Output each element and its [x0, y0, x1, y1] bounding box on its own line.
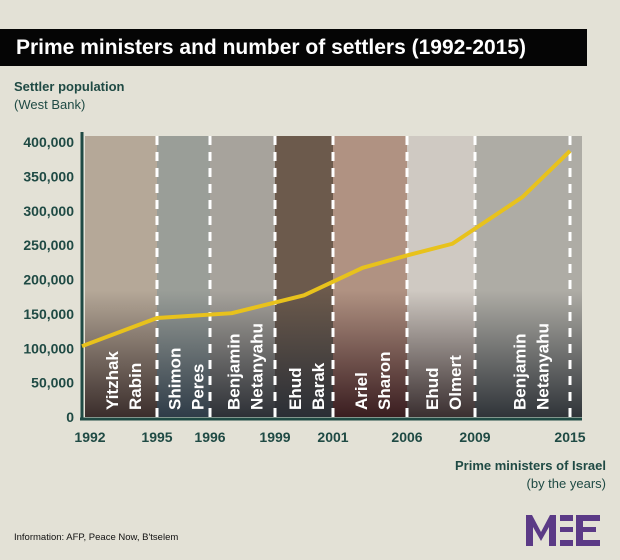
pm-last-name: Netanyahu: [534, 323, 553, 410]
x-tick-label: 2015: [554, 429, 585, 445]
y-axis-label: Settler population: [14, 79, 125, 94]
x-tick-label: 1995: [141, 429, 172, 445]
y-axis-sublabel: (West Bank): [14, 97, 86, 112]
y-tick-label: 150,000: [23, 306, 74, 322]
pm-photo-panel: [157, 136, 210, 417]
pm-first-name: Benjamin: [225, 333, 244, 410]
mee-logo: [526, 515, 600, 546]
y-tick-label: 400,000: [23, 134, 74, 150]
y-tick-label: 100,000: [23, 340, 74, 356]
x-axis-sublabel: (by the years): [526, 476, 606, 491]
y-tick-label: 250,000: [23, 237, 74, 253]
pm-photo-panel: [475, 136, 582, 417]
x-tick-label: 2001: [317, 429, 348, 445]
pm-first-name: Yitzhak: [103, 351, 122, 410]
y-tick-label: 300,000: [23, 203, 74, 219]
pm-first-name: Ehud: [423, 368, 442, 411]
pm-photo-panel: [85, 136, 157, 417]
pm-first-name: Shimon: [166, 348, 185, 410]
pm-last-name: Netanyahu: [248, 323, 267, 410]
y-tick-label: 0: [66, 409, 74, 425]
pm-photo-panel: [407, 136, 475, 417]
pm-first-name: Ariel: [352, 372, 371, 410]
x-tick-label: 1992: [74, 429, 105, 445]
line-chart: Yitzhak Rabin Shimon Peres Benjamin Netanyahu…: [23, 132, 586, 445]
x-axis-label: Prime ministers of Israel: [454, 458, 606, 473]
pm-photo-panel: [275, 136, 333, 417]
y-tick-label: 200,000: [23, 272, 74, 288]
pm-last-name: Rabin: [126, 363, 145, 410]
x-tick-label: 1999: [259, 429, 290, 445]
pm-first-name: Benjamin: [511, 333, 530, 410]
y-tick-label: 50,000: [31, 375, 74, 391]
x-tick-label: 1996: [194, 429, 225, 445]
y-tick-label: 350,000: [23, 168, 74, 184]
pm-last-name: Sharon: [375, 351, 394, 410]
x-tick-label: 2009: [459, 429, 490, 445]
pm-last-name: Barak: [309, 362, 328, 410]
pm-first-name: Ehud: [286, 368, 305, 411]
pm-photo-panel: [210, 136, 275, 417]
source-note: Information: AFP, Peace Now, B'tselem: [14, 532, 179, 543]
pm-last-name: Peres: [189, 364, 208, 410]
x-tick-label: 2006: [391, 429, 422, 445]
chart-title: Prime ministers and number of settlers (…: [0, 29, 587, 66]
pm-last-name: Olmert: [446, 355, 465, 410]
